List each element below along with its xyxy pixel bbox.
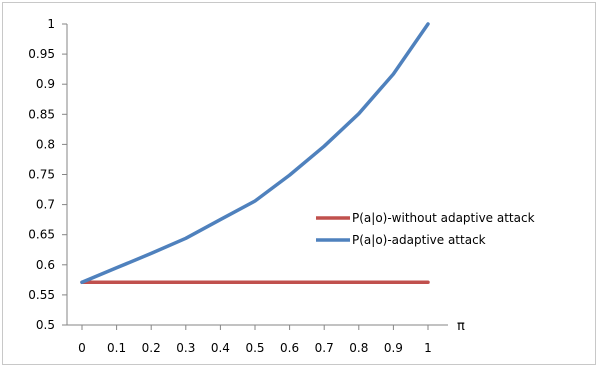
x-tick-label: 0.2 (142, 341, 161, 355)
y-tick-label: 1 (47, 17, 55, 31)
x-tick-label: 0.7 (315, 341, 334, 355)
legend: P(a|o)-without adaptive attack P(a|o)-ada… (316, 211, 535, 247)
chart-frame (2, 2, 596, 365)
y-tick-label: 0.7 (36, 198, 55, 212)
x-tick-label: 0.6 (280, 341, 299, 355)
y-tick-label: 0.9 (36, 77, 55, 91)
y-tick-label: 0.5 (36, 318, 55, 332)
y-tick-label: 0.8 (36, 137, 55, 151)
series-layer (80, 22, 430, 285)
series-line-1 (80, 22, 430, 285)
x-tick-label: 0.3 (176, 341, 195, 355)
x-axis: 0 0.1 0.2 0.3 0.4 0.5 0.6 0.7 0.8 0.9 1 (67, 324, 448, 355)
x-tick-label: 0.5 (245, 341, 264, 355)
x-tick-label: 0.8 (349, 341, 368, 355)
x-tick-label: 0.9 (384, 341, 403, 355)
x-tick-label: 0 (78, 341, 86, 355)
y-tick-label: 0.55 (28, 288, 55, 302)
y-tick-label: 0.85 (28, 107, 55, 121)
x-tick-label: 0.4 (211, 341, 230, 355)
y-tick-label: 0.6 (36, 258, 55, 272)
legend-label-1: P(a|o)-adaptive attack (352, 233, 486, 247)
y-tick-label: 0.75 (28, 168, 55, 182)
y-tick-label: 0.95 (28, 47, 55, 61)
x-tick-label: 0.1 (107, 341, 126, 355)
y-tick-label: 0.65 (28, 228, 55, 242)
legend-label-0: P(a|o)-without adaptive attack (352, 211, 535, 225)
x-axis-label: π (457, 319, 465, 334)
x-tick-label: 1 (424, 341, 432, 355)
y-axis: 0.5 0.55 0.6 0.65 0.7 0.75 0.8 0.85 0.9 0.95 1 (28, 17, 68, 332)
